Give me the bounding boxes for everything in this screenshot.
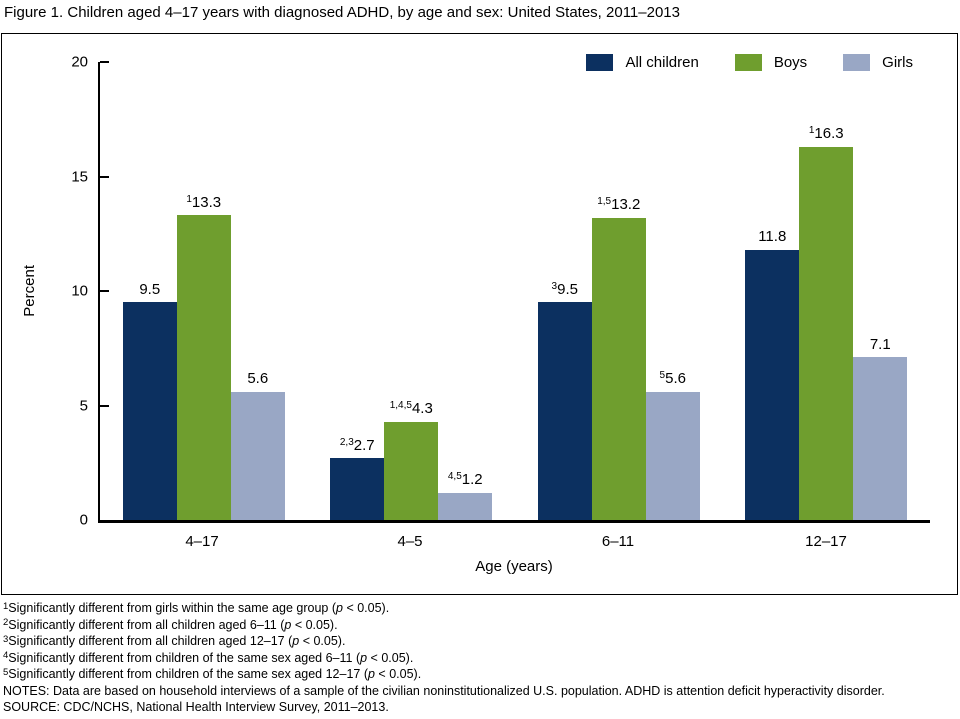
footnote-1: 1Significantly different from girls with… bbox=[3, 600, 390, 616]
bar-girls: 4,51.2 bbox=[438, 471, 493, 520]
legend-item-boys: Boys bbox=[734, 54, 808, 71]
footnote-superscript: 4 bbox=[3, 650, 9, 662]
y-axis-tick-label: 15 bbox=[71, 168, 88, 185]
bar-value-label: 5.6 bbox=[247, 370, 269, 388]
y-axis-tick-label: 20 bbox=[71, 53, 88, 71]
bar-all-children: 11.8 bbox=[745, 229, 800, 520]
y-axis-label: Percent bbox=[20, 265, 38, 317]
value-superscript: 1,5 bbox=[597, 196, 612, 208]
value-superscript: 1 bbox=[186, 193, 192, 205]
plot-area: 9.5 113.3 5.6 2,32.7 1,4,54.3 4,51.2 39.5 1,513… bbox=[71, 55, 930, 528]
value-superscript: 1 bbox=[808, 125, 815, 137]
footnote-superscript: 5 bbox=[3, 666, 9, 678]
bar-value-label: 11.8 bbox=[758, 228, 787, 246]
x-axis-tick-label: 12–17 bbox=[805, 533, 847, 550]
bar-value-label: 7.1 bbox=[869, 335, 891, 353]
value-superscript: 1,4,5 bbox=[389, 400, 412, 412]
x-axis-tick-label: 4–5 bbox=[397, 533, 423, 550]
x-axis-label: Age (years) bbox=[475, 558, 553, 575]
p-italic: p bbox=[368, 667, 375, 682]
footnote-superscript: 1 bbox=[3, 600, 9, 612]
bar-value-label: 113.3 bbox=[186, 193, 222, 211]
bar-girls: 5.6 bbox=[230, 371, 285, 520]
footnote-3: 3Significantly different from all childr… bbox=[3, 633, 346, 649]
x-axis-ticks: 4–17 4–5 6–11 12–17 bbox=[98, 533, 930, 550]
bar-value-label: 9.5 bbox=[139, 280, 161, 298]
bar-girls: 55.6 bbox=[645, 370, 700, 520]
footnote-superscript: 2 bbox=[3, 617, 9, 629]
bar-boys: 116.3 bbox=[799, 125, 854, 520]
legend-label: Girls bbox=[882, 54, 913, 71]
bar-value-label: 4,51.2 bbox=[447, 471, 483, 489]
p-italic: p bbox=[336, 601, 343, 615]
bar-group-6-11: 39.5 1,513.2 55.6 bbox=[515, 62, 723, 520]
y-axis-tick-label: 5 bbox=[79, 397, 88, 414]
footnote-2: 2Significantly different from all childr… bbox=[3, 617, 338, 632]
bar-value-label: 39.5 bbox=[551, 280, 578, 298]
boys-swatch bbox=[734, 54, 762, 71]
bar-group-4-5: 2,32.7 1,4,54.3 4,51.2 bbox=[308, 62, 516, 520]
bar-value-label: 2,32.7 bbox=[339, 436, 375, 454]
bar-girls: 7.1 bbox=[853, 336, 908, 520]
bar-boys: 1,4,54.3 bbox=[384, 400, 439, 520]
bar-group-12-17: 11.8 116.3 7.1 bbox=[723, 62, 931, 520]
value-superscript: 4,5 bbox=[447, 471, 462, 483]
value-superscript: 3 bbox=[551, 280, 558, 292]
legend-label: Boys bbox=[773, 54, 808, 71]
chart-frame: All children Boys Girls Percent 9.5 113.3 5.… bbox=[1, 33, 958, 595]
p-italic: p bbox=[292, 634, 300, 649]
y-axis-label-wrap: Percent bbox=[18, 62, 40, 520]
value-superscript: 2,3 bbox=[339, 436, 354, 448]
bar-boys: 113.3 bbox=[176, 194, 231, 520]
bar-value-label: 1,513.2 bbox=[597, 196, 641, 214]
all-children-swatch bbox=[586, 54, 614, 71]
bar-boys: 1,513.2 bbox=[591, 196, 646, 520]
x-axis-tick-label: 4–17 bbox=[185, 533, 219, 550]
y-axis-tick-label: 10 bbox=[71, 282, 88, 300]
legend: All children Boys Girls bbox=[586, 54, 913, 71]
y-axis-tick bbox=[100, 404, 109, 407]
bar-group-4-17: 9.5 113.3 5.6 bbox=[100, 62, 308, 520]
legend-item-girls: Girls bbox=[843, 54, 913, 71]
legend-item-all-children: All children bbox=[586, 54, 699, 71]
bar-value-label: 1,4,54.3 bbox=[389, 400, 433, 418]
value-superscript: 5 bbox=[659, 370, 666, 382]
legend-label: All children bbox=[625, 54, 699, 71]
figure-title: Figure 1. Children aged 4–17 years with … bbox=[4, 4, 680, 21]
footnotes: 1Significantly different from girls with… bbox=[3, 601, 957, 715]
p-italic: p bbox=[360, 650, 368, 665]
bar-value-label: 116.3 bbox=[808, 125, 844, 143]
bars-layer: 9.5 113.3 5.6 2,32.7 1,4,54.3 4,51.2 39.5 1,513… bbox=[100, 62, 930, 520]
footnote-5: 5Significantly different from children o… bbox=[3, 666, 422, 682]
girls-swatch bbox=[843, 54, 871, 71]
footnote-superscript: 3 bbox=[3, 633, 9, 645]
bar-all-children: 9.5 bbox=[122, 281, 177, 520]
bar-value-label: 55.6 bbox=[659, 370, 686, 388]
bar-all-children: 39.5 bbox=[537, 281, 592, 520]
bar-all-children: 2,32.7 bbox=[330, 437, 385, 520]
y-axis-tick-label: 0 bbox=[79, 511, 88, 529]
footnote-4: 4Significantly different from children o… bbox=[3, 650, 414, 665]
y-axis-tick bbox=[100, 175, 109, 178]
y-axis-tick bbox=[100, 290, 109, 292]
x-axis-tick-label: 6–11 bbox=[601, 533, 635, 550]
p-italic: p bbox=[284, 617, 292, 632]
notes-line: NOTES: Data are based on household inter… bbox=[3, 683, 885, 698]
y-axis-tick bbox=[100, 61, 109, 63]
source-line: SOURCE: CDC/NCHS, National Health Interv… bbox=[3, 699, 389, 714]
